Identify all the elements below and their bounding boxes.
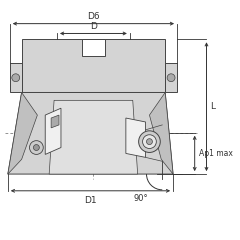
Polygon shape (45, 108, 61, 154)
Polygon shape (165, 63, 177, 92)
Text: L: L (210, 102, 216, 111)
Circle shape (30, 141, 43, 154)
Polygon shape (22, 39, 165, 92)
Polygon shape (51, 115, 59, 128)
Polygon shape (49, 100, 138, 174)
Circle shape (167, 74, 175, 82)
Polygon shape (10, 63, 22, 92)
Text: Ap1 max: Ap1 max (199, 149, 233, 158)
Text: D1: D1 (84, 196, 97, 205)
Text: D6: D6 (87, 12, 100, 21)
Polygon shape (126, 118, 145, 157)
Circle shape (146, 139, 152, 144)
Polygon shape (150, 92, 173, 174)
Polygon shape (82, 39, 105, 56)
Polygon shape (8, 92, 37, 174)
Circle shape (12, 74, 20, 82)
Circle shape (139, 131, 160, 152)
Text: D: D (90, 22, 97, 30)
Text: 90°: 90° (133, 194, 148, 203)
Circle shape (143, 135, 156, 149)
Polygon shape (8, 92, 173, 174)
Circle shape (33, 144, 39, 150)
